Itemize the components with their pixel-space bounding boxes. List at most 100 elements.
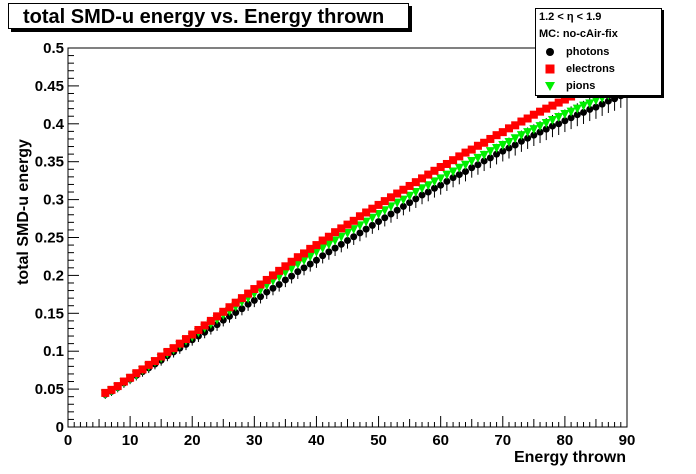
data-point	[423, 181, 433, 191]
data-point	[579, 101, 589, 111]
data-point	[493, 150, 501, 158]
data-point	[548, 122, 556, 130]
data-point	[536, 128, 544, 136]
data-point	[485, 147, 495, 157]
y-tick-label: 0.1	[43, 343, 64, 360]
data-point	[461, 148, 470, 157]
data-point	[510, 134, 520, 144]
circle-marker-icon	[546, 48, 554, 56]
data-point	[492, 144, 502, 154]
data-point	[293, 253, 302, 262]
data-point	[554, 112, 564, 122]
data-point	[219, 307, 228, 316]
data-point	[213, 312, 222, 321]
legend-entry-pions: pions	[536, 79, 660, 95]
x-tick-label: 40	[308, 432, 325, 449]
data-point	[511, 121, 520, 130]
data-point	[454, 163, 464, 173]
data-point	[225, 312, 233, 320]
data-point	[331, 228, 340, 237]
data-point	[586, 105, 594, 113]
data-point	[417, 184, 427, 194]
data-point	[566, 107, 576, 117]
data-point	[412, 195, 420, 203]
data-point	[126, 373, 135, 382]
data-point	[386, 193, 395, 202]
data-point	[411, 188, 421, 198]
data-point	[517, 117, 526, 126]
legend-label-electrons: electrons	[566, 63, 615, 75]
data-point	[573, 111, 581, 119]
legend-entry-electrons: electrons	[536, 62, 660, 78]
legend-label-photons: photons	[566, 46, 610, 58]
data-point	[598, 100, 606, 108]
y-tick-label: 0	[56, 419, 64, 436]
x-tick-label: 20	[184, 432, 201, 449]
data-point	[269, 284, 277, 292]
data-point	[288, 272, 296, 280]
y-tick-label: 0.5	[43, 40, 64, 57]
data-points	[100, 72, 626, 399]
chart-title: total SMD-u energy vs. Energy thrown	[8, 3, 409, 29]
data-point	[331, 244, 339, 252]
data-point	[467, 145, 476, 154]
data-point	[449, 174, 457, 182]
data-point	[560, 95, 569, 104]
data-point	[467, 156, 477, 166]
data-point	[150, 357, 159, 366]
data-point	[144, 360, 153, 369]
data-point	[530, 131, 538, 139]
data-point	[542, 104, 551, 113]
data-point	[505, 144, 513, 152]
data-point	[356, 229, 364, 237]
data-point	[268, 271, 277, 280]
data-point	[461, 160, 471, 170]
data-point	[448, 167, 458, 177]
data-point	[362, 208, 371, 217]
x-tick-label: 60	[432, 432, 449, 449]
data-point	[256, 280, 265, 289]
data-point	[188, 330, 197, 339]
data-point	[319, 252, 327, 260]
data-point	[486, 134, 495, 143]
x-tick-label: 70	[494, 432, 511, 449]
data-point	[405, 181, 414, 190]
data-point	[337, 224, 346, 233]
data-point	[344, 237, 351, 245]
data-point	[300, 249, 309, 258]
data-point	[436, 163, 445, 172]
data-point	[542, 125, 550, 133]
x-tick-label: 80	[557, 432, 574, 449]
data-point	[572, 104, 582, 114]
data-point	[536, 107, 545, 116]
data-point	[200, 321, 209, 330]
data-point	[300, 264, 308, 272]
square-marker-icon	[545, 64, 555, 74]
data-point	[113, 382, 122, 391]
data-point	[473, 153, 483, 163]
data-point	[437, 181, 445, 189]
data-point	[399, 185, 408, 194]
data-point	[560, 109, 570, 119]
data-point	[430, 184, 438, 192]
data-point	[499, 147, 507, 155]
data-point	[387, 210, 395, 218]
data-point	[548, 101, 557, 110]
y-tick-label: 0.35	[35, 154, 64, 171]
data-point	[406, 199, 414, 207]
data-point	[418, 191, 426, 199]
data-point	[486, 154, 494, 162]
data-point	[541, 119, 551, 129]
data-point	[244, 300, 252, 308]
data-point	[275, 280, 283, 288]
data-point	[561, 117, 569, 125]
data-point	[480, 157, 488, 165]
data-point	[175, 339, 184, 348]
x-tick-label: 50	[370, 432, 387, 449]
data-point	[511, 141, 519, 149]
data-point	[468, 164, 476, 172]
data-point	[547, 116, 557, 126]
data-point	[554, 98, 563, 107]
y-tick-label: 0.05	[35, 381, 64, 398]
data-point	[306, 244, 315, 253]
